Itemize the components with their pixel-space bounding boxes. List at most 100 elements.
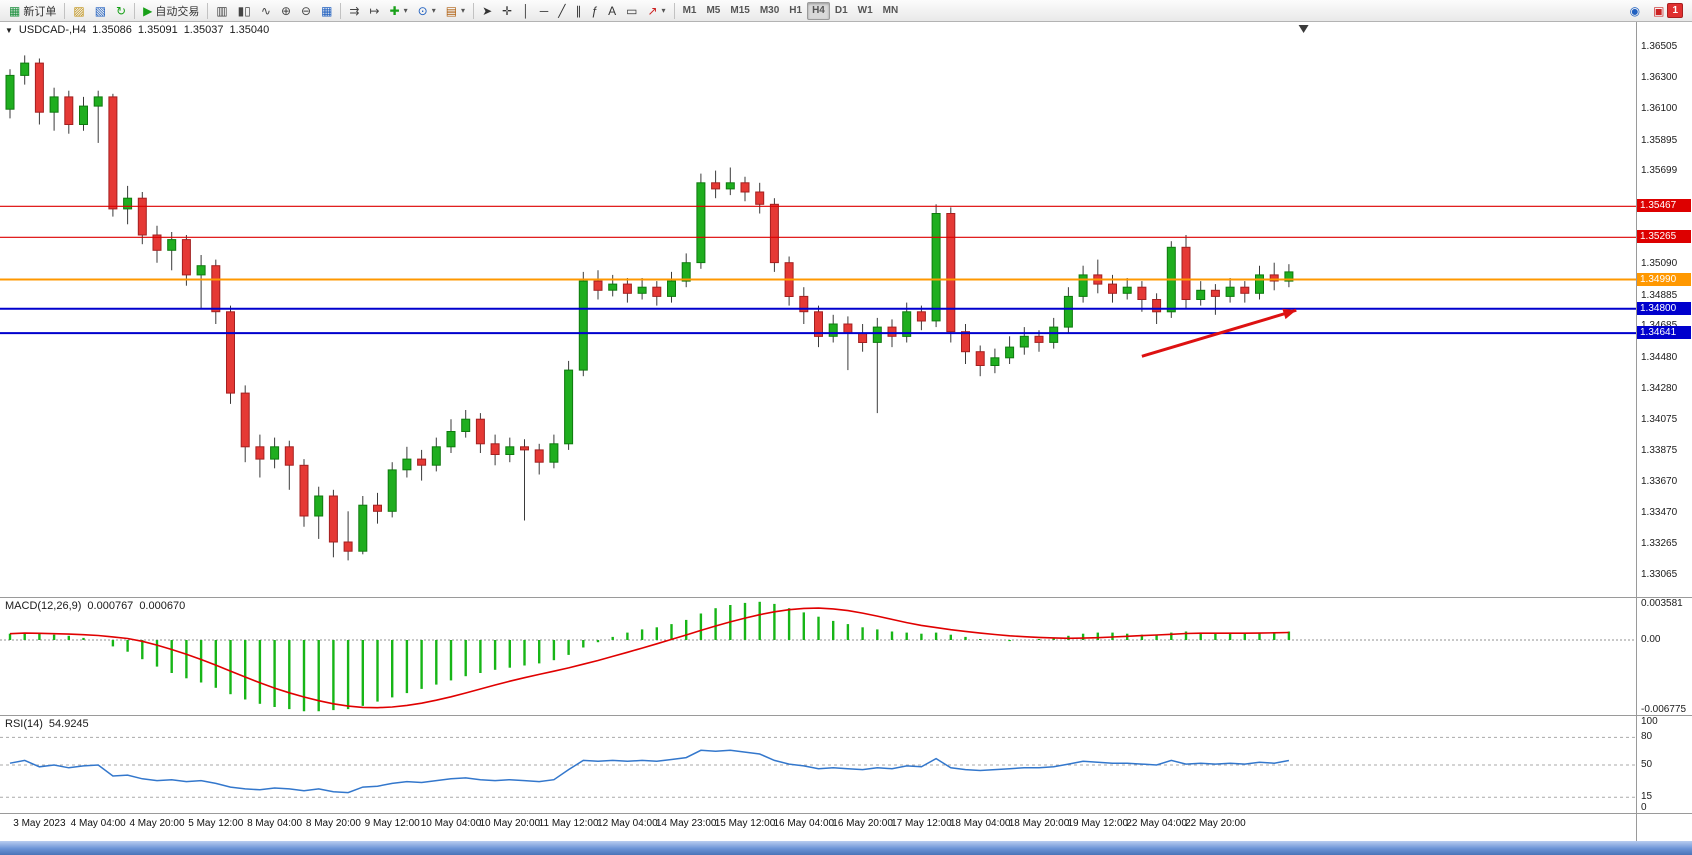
indicators-icon: ✚ bbox=[389, 3, 400, 18]
chart-shift-icon: ↦ bbox=[369, 3, 380, 18]
timeframe-m1-label: M1 bbox=[682, 5, 697, 16]
autotrading-icon: ▶ bbox=[143, 3, 153, 18]
rsi-legend: RSI(14) 54.9245 bbox=[5, 718, 89, 730]
profiles-button[interactable]: ▧ bbox=[90, 2, 111, 20]
new-chart-icon: ▨ bbox=[73, 3, 85, 18]
timeframe-h1-button[interactable]: H1 bbox=[784, 2, 807, 20]
auto-scroll-button[interactable]: ⇉ bbox=[344, 2, 364, 20]
community-button[interactable]: ◉ bbox=[1625, 2, 1645, 20]
timeframe-m15-button[interactable]: M15 bbox=[725, 2, 754, 20]
time-axis-label: 17 May 12:00 bbox=[891, 818, 952, 829]
text-label-button[interactable]: ▭ bbox=[621, 2, 642, 20]
tile-windows-button[interactable]: ▦ bbox=[316, 2, 337, 20]
chart-window: ▼ USDCAD-,H4 1.35086 1.35091 1.35037 1.3… bbox=[0, 22, 1692, 841]
chart-shift-marker[interactable] bbox=[1298, 25, 1309, 33]
notifications-icon: ▣ bbox=[1653, 3, 1665, 18]
community-icon: ◉ bbox=[1629, 3, 1641, 18]
new-order-label: 新订单 bbox=[23, 5, 57, 18]
new-order-button[interactable]: ▦ 新订单 bbox=[4, 2, 61, 20]
ohlc-open: 1.35086 bbox=[92, 24, 132, 36]
fibonacci-button[interactable]: ƒ bbox=[586, 2, 603, 20]
timeframe-h4-button[interactable]: H4 bbox=[807, 1, 830, 20]
candlestick-chart-button[interactable]: ▮▯ bbox=[233, 2, 256, 20]
templates-button[interactable]: ▤ ▾ bbox=[441, 2, 470, 20]
zoom-out-button[interactable]: ⊖ bbox=[296, 2, 316, 20]
time-axis-label: 4 May 20:00 bbox=[129, 818, 185, 829]
timeframe-m30-button[interactable]: M30 bbox=[755, 2, 784, 20]
macd-panel: MACD(12,26,9) 0.000767 0.000670 bbox=[0, 598, 1636, 716]
toolbar-separator bbox=[473, 2, 475, 19]
periods-button[interactable]: ⊙ ▾ bbox=[413, 2, 441, 20]
horizontal-line-icon: ─ bbox=[539, 3, 549, 18]
macd-axis[interactable]: 0.003581 0.00 -0.006775 bbox=[1637, 598, 1692, 716]
macd-chart-canvas[interactable] bbox=[0, 598, 1636, 716]
dropdown-caret-icon: ▾ bbox=[431, 6, 436, 15]
arrows-button[interactable]: ↗ ▾ bbox=[642, 2, 670, 20]
timeframe-m5-button[interactable]: M5 bbox=[701, 2, 725, 20]
line-chart-icon: ∿ bbox=[260, 3, 271, 18]
time-axis-label: 12 May 04:00 bbox=[597, 818, 658, 829]
time-axis-label: 11 May 12:00 bbox=[538, 818, 599, 829]
timeframe-d1-button[interactable]: D1 bbox=[830, 2, 853, 20]
macd-axis-label: 0.003581 bbox=[1641, 598, 1683, 609]
text-icon: A bbox=[608, 3, 617, 18]
vertical-line-icon: │ bbox=[522, 3, 530, 18]
rsi-axis-label: 15 bbox=[1641, 791, 1653, 803]
price-line-label: 1.34990 bbox=[1637, 272, 1691, 286]
rsi-axis[interactable]: 100 80 50 15 0 bbox=[1637, 716, 1692, 814]
crosshair-button[interactable]: ✛ bbox=[497, 2, 517, 20]
trendline-button[interactable]: ╱ bbox=[553, 2, 570, 20]
bar-chart-button[interactable]: ▥ bbox=[211, 2, 232, 20]
one-click-expander-icon[interactable]: ▼ bbox=[5, 25, 13, 35]
arrows-icon: ↗ bbox=[647, 3, 658, 18]
indicators-button[interactable]: ✚ ▾ bbox=[385, 2, 413, 20]
dropdown-caret-icon: ▾ bbox=[461, 6, 466, 15]
timeframe-m15-label: M15 bbox=[730, 5, 750, 16]
macd-signal-line bbox=[9, 607, 1289, 709]
new-chart-button[interactable]: ▨ bbox=[68, 2, 89, 20]
time-axis-label: 10 May 04:00 bbox=[420, 818, 482, 829]
text-button[interactable]: A bbox=[603, 2, 621, 20]
timeframe-mn-label: MN bbox=[882, 5, 899, 16]
rsi-chart-canvas[interactable] bbox=[0, 716, 1636, 814]
rsi-panel: RSI(14) 54.9245 bbox=[0, 716, 1636, 814]
price-axis-label: 1.35699 bbox=[1641, 164, 1678, 176]
rsi-axis-label: 0 bbox=[1641, 802, 1647, 813]
refresh-button[interactable]: ↻ bbox=[111, 2, 131, 20]
macd-axis-label: -0.006775 bbox=[1641, 704, 1687, 715]
trend-arrow[interactable] bbox=[1141, 308, 1297, 358]
price-axis-label: 1.34280 bbox=[1641, 382, 1678, 394]
timeframe-m1-button[interactable]: M1 bbox=[678, 2, 702, 20]
dropdown-caret-icon: ▾ bbox=[661, 6, 666, 15]
time-axis-label: 16 May 04:00 bbox=[773, 818, 835, 829]
horizontal-line-button[interactable]: ─ bbox=[535, 2, 554, 20]
zoom-in-button[interactable]: ⊕ bbox=[276, 2, 296, 20]
price-line-label: 1.34800 bbox=[1637, 301, 1691, 315]
rsi-axis-label: 50 bbox=[1641, 759, 1653, 770]
macd-axis-label: 0.00 bbox=[1641, 634, 1661, 646]
trend-arrow-head bbox=[1282, 308, 1297, 320]
price-axis-label: 1.33065 bbox=[1641, 569, 1678, 580]
macd-legend: MACD(12,26,9) 0.000767 0.000670 bbox=[5, 600, 185, 612]
timeframe-m5-label: M5 bbox=[706, 5, 721, 16]
chart-shift-button[interactable]: ↦ bbox=[364, 2, 384, 20]
time-axis[interactable]: 3 May 2023 4 May 04:00 4 May 20:00 5 May 12… bbox=[0, 814, 1636, 841]
line-chart-button[interactable]: ∿ bbox=[256, 2, 276, 20]
time-axis-label: 8 May 20:00 bbox=[305, 818, 361, 829]
price-axis-column[interactable]: 1.36505 1.36300 1.36100 1.35895 1.35699 1.350… bbox=[1637, 22, 1692, 841]
price-axis[interactable]: 1.36505 1.36300 1.36100 1.35895 1.35699 1.350… bbox=[1637, 22, 1692, 598]
autotrading-button[interactable]: ▶ 自动交易 bbox=[138, 2, 204, 20]
time-axis-label: 14 May 23:00 bbox=[655, 818, 717, 829]
time-axis-label: 15 May 12:00 bbox=[714, 818, 776, 829]
notifications-button[interactable]: ▣ 1 bbox=[1648, 2, 1688, 20]
macd-signal-value: 0.000670 bbox=[139, 600, 186, 612]
price-chart-canvas[interactable] bbox=[0, 22, 1636, 598]
periods-icon: ⊙ bbox=[417, 3, 428, 18]
price-axis-label: 1.34075 bbox=[1641, 413, 1678, 425]
timeframe-mn-button[interactable]: MN bbox=[878, 2, 904, 20]
vertical-line-button[interactable]: │ bbox=[517, 2, 535, 20]
equidistant-channel-button[interactable]: ∥ bbox=[570, 2, 586, 20]
zoom-out-icon: ⊖ bbox=[301, 3, 312, 18]
cursor-button[interactable]: ➤ bbox=[477, 2, 497, 20]
timeframe-w1-button[interactable]: W1 bbox=[853, 2, 878, 20]
